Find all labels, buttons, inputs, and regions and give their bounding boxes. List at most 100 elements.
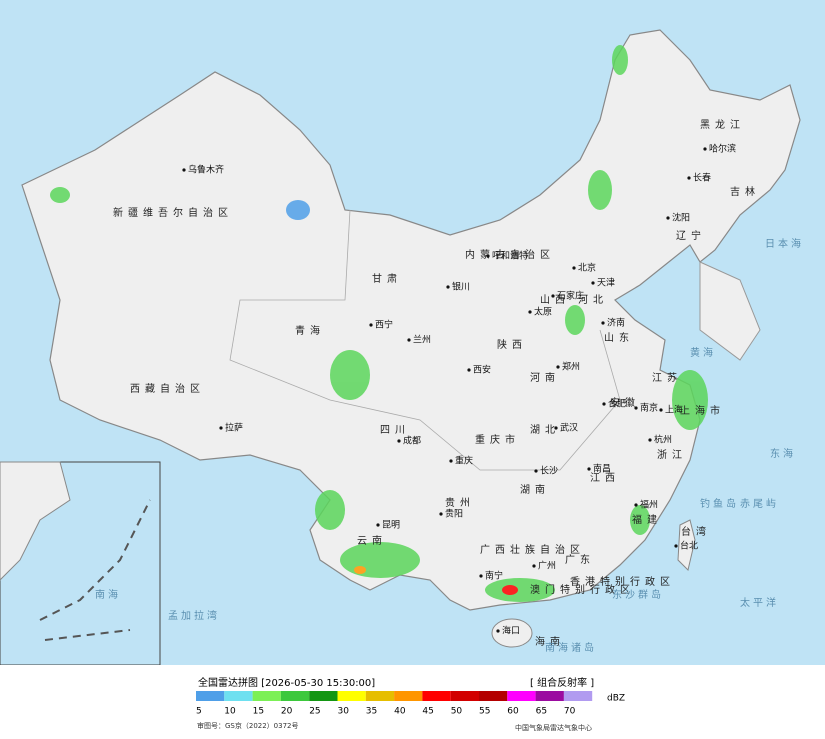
legend-panel xyxy=(0,665,825,739)
city-marker xyxy=(534,469,538,473)
city-label: 西安 xyxy=(473,364,491,376)
legend-tick-label: 35 xyxy=(366,707,377,717)
city-label: 重庆 xyxy=(455,455,473,467)
city-marker xyxy=(551,294,555,298)
legend-swatch xyxy=(252,691,281,701)
city-marker xyxy=(648,438,652,442)
legend-swatch xyxy=(309,691,338,701)
city-marker xyxy=(556,365,560,369)
city-marker xyxy=(591,281,595,285)
boundary-line xyxy=(39,499,151,641)
city-marker xyxy=(439,512,443,516)
legend-swatch xyxy=(450,691,479,701)
product-label: [ 组合反射率 ] xyxy=(530,676,594,689)
city-label: 长沙 xyxy=(540,465,558,477)
province-label: 重庆市 xyxy=(475,433,520,446)
city-marker xyxy=(532,564,536,568)
city-label: 兰州 xyxy=(413,334,431,346)
sea-label: 东沙群岛 xyxy=(612,588,664,601)
city-label: 南宁 xyxy=(485,570,503,582)
city-marker xyxy=(703,147,707,151)
city-label: 南京 xyxy=(640,402,658,414)
legend-swatch xyxy=(479,691,508,701)
city-marker xyxy=(687,176,691,180)
city-marker xyxy=(659,408,663,412)
province-label: 湖北 xyxy=(530,424,560,436)
province-label: 江西 xyxy=(590,472,620,484)
city-marker xyxy=(634,406,638,410)
city-label: 福州 xyxy=(640,499,658,511)
city-label: 长春 xyxy=(693,172,711,184)
city-marker xyxy=(369,323,373,327)
province-label: 青海 xyxy=(295,324,325,337)
city-label: 广州 xyxy=(538,560,556,572)
city-marker xyxy=(486,254,490,258)
sea-label: 钓鱼岛 xyxy=(700,497,739,510)
city-label: 成都 xyxy=(403,435,421,447)
legend-tick-label: 15 xyxy=(253,707,264,717)
city-label: 台北 xyxy=(680,540,698,552)
province-label: 山西 xyxy=(540,294,570,306)
province-label: 台湾 xyxy=(681,525,711,538)
province-label: 辽宁 xyxy=(676,229,706,242)
city-label: 哈尔滨 xyxy=(709,143,736,155)
sea-label: 东海 xyxy=(770,447,796,460)
sea-label: 孟加拉湾 xyxy=(168,609,220,622)
city-label: 呼和浩特 xyxy=(492,250,528,262)
city-label: 武汉 xyxy=(560,422,578,434)
sea-label: 赤尾屿 xyxy=(740,498,779,510)
city-marker xyxy=(446,285,450,289)
city-label: 海口 xyxy=(502,625,520,637)
province-label: 广西壮族自治区 xyxy=(480,543,585,556)
city-label: 南昌 xyxy=(593,463,611,475)
legend-tick-label: 30 xyxy=(338,707,350,717)
province-label: 新疆维吾尔自治区 xyxy=(113,206,233,219)
province-label: 香港特别行政区 xyxy=(570,575,675,588)
city-marker xyxy=(479,574,483,578)
legend-tick-label: 70 xyxy=(564,707,576,717)
province-label: 福建 xyxy=(632,513,662,526)
legend-tick-label: 40 xyxy=(394,707,406,717)
city-marker xyxy=(219,426,223,430)
legend-tick-label: 5 xyxy=(196,707,202,717)
sea-label: 黄海 xyxy=(690,346,716,359)
city-marker xyxy=(587,467,591,471)
city-marker xyxy=(376,523,380,527)
city-marker xyxy=(674,544,678,548)
korea xyxy=(699,261,761,361)
province-label: 浙江 xyxy=(657,449,687,461)
city-marker xyxy=(666,216,670,220)
legend-swatch xyxy=(422,691,451,701)
province-label: 甘肃 xyxy=(372,272,402,285)
province-label: 湖南 xyxy=(520,483,550,496)
legend-tick-label: 20 xyxy=(281,707,293,717)
province-label: 云南 xyxy=(357,534,387,547)
province-label: 上海市 xyxy=(680,404,725,417)
city-marker xyxy=(572,266,576,270)
city-marker xyxy=(601,321,605,325)
legend-tick-label: 65 xyxy=(536,707,547,717)
city-label: 昆明 xyxy=(382,520,400,531)
city-label: 北京 xyxy=(578,262,596,274)
province-label: 内蒙古自治区 xyxy=(465,248,555,261)
city-marker xyxy=(467,368,471,372)
legend-swatch xyxy=(535,691,564,701)
city-label: 拉萨 xyxy=(225,422,243,434)
province-label: 山东 xyxy=(604,331,634,344)
inset-land xyxy=(0,461,71,581)
sea-label: 太平洋 xyxy=(740,596,779,609)
province-label: 广东 xyxy=(565,553,595,566)
legend-swatch xyxy=(507,691,536,701)
sea-label: 南海 xyxy=(95,588,121,601)
map-title: 全国雷达拼图 [2026-05-30 15:30:00] xyxy=(198,676,375,689)
sea-label: 南海诸岛 xyxy=(545,641,597,654)
city-marker xyxy=(496,629,500,633)
province-label: 澳门特别行政区 xyxy=(530,583,635,596)
city-label: 银川 xyxy=(452,281,470,293)
province-label: 安徽 xyxy=(610,396,640,409)
legend-swatch xyxy=(280,691,310,701)
hainan xyxy=(491,618,533,648)
unit-label: dBZ xyxy=(607,694,625,704)
city-marker xyxy=(407,338,411,342)
